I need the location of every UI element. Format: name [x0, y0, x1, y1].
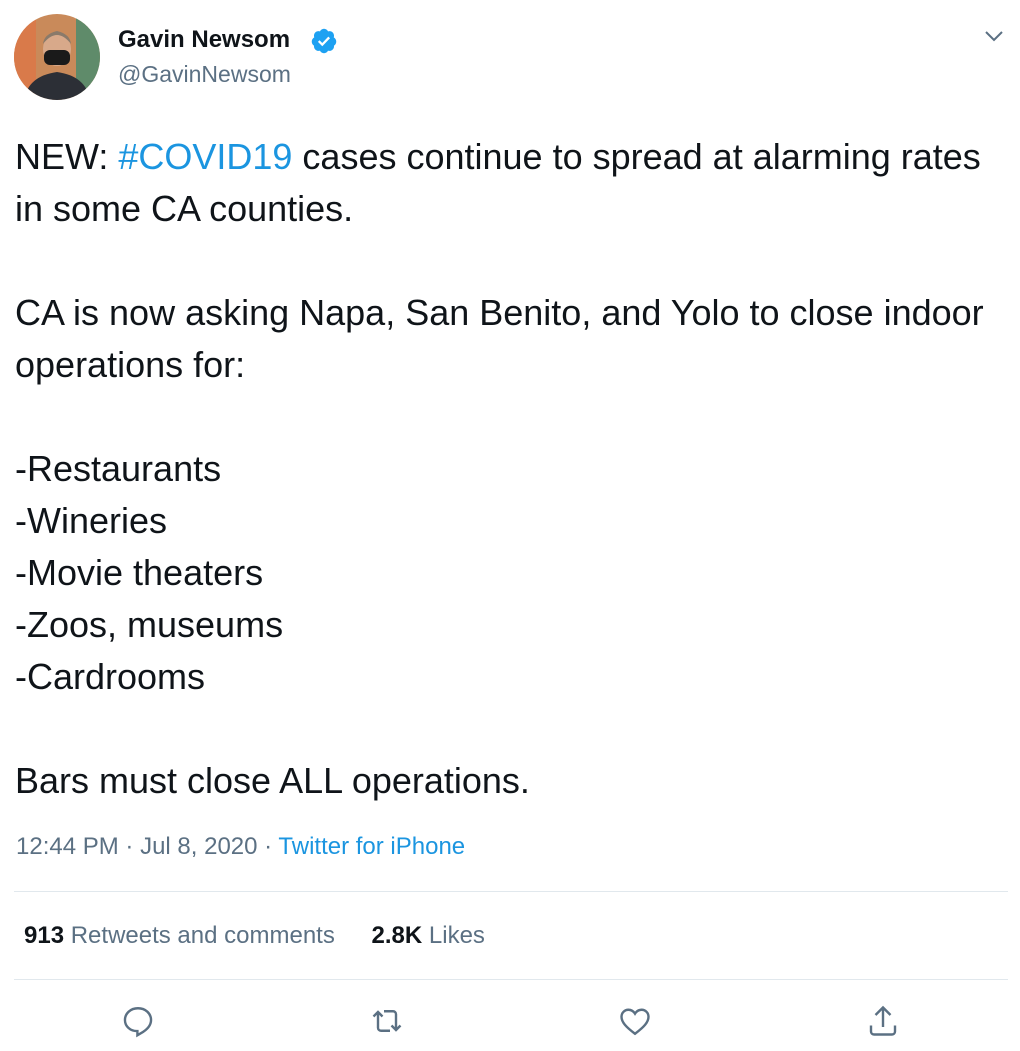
retweets[interactable]: 913 Retweets and comments [24, 922, 335, 949]
paragraph: Bars must close ALL operations. [15, 760, 530, 801]
time[interactable]: 12:44 PM [16, 833, 119, 860]
tweet-meta: 12:44 PM · Jul 8, 2020 · Twitter for iPh… [16, 833, 465, 861]
verified-badge [311, 28, 337, 54]
divider [14, 979, 1008, 980]
count: 913 [24, 922, 65, 949]
date[interactable]: Jul 8, 2020 [140, 833, 258, 860]
separator: · [264, 833, 273, 860]
count: 2.8K [371, 922, 423, 949]
retweet-button[interactable] [369, 1003, 405, 1039]
text: cases continue to spread at alarming rat… [15, 136, 981, 229]
list: -Restaurants -Wineries -Movie theaters -Zoo… [15, 443, 1000, 703]
divider [14, 891, 1008, 892]
like-button[interactable] [617, 1003, 653, 1039]
label: Retweets and comments [70, 922, 335, 949]
stats: 913 Retweets and comments 2.8K Likes [24, 922, 485, 950]
source[interactable]: Twitter for iPhone [278, 833, 466, 860]
more-menu[interactable] [982, 24, 1006, 48]
separator: · [125, 833, 134, 860]
avatar[interactable] [14, 14, 100, 100]
list-item: -Cardrooms [15, 656, 206, 697]
list-item: -Restaurants [15, 448, 222, 489]
text: NEW: [15, 136, 119, 177]
paragraph: NEW: #COVID19 cases continue to spread a… [15, 131, 1000, 235]
reply-button[interactable] [120, 1003, 156, 1039]
author-name[interactable]: Gavin Newsom [118, 26, 291, 53]
author-handle[interactable]: @GavinNewsom [118, 61, 291, 87]
share-button[interactable] [865, 1003, 901, 1039]
paragraph: CA is now asking Napa, San Benito, and Y… [15, 292, 984, 385]
hashtag[interactable]: #COVID19 [118, 136, 293, 177]
list-item: -Zoos, museums [15, 604, 284, 645]
list-item: -Movie theaters [15, 552, 264, 593]
tweet-text: NEW: #COVID19 cases continue to spread a… [15, 131, 1000, 859]
likes[interactable]: 2.8K Likes [372, 922, 485, 949]
label: Likes [428, 922, 485, 949]
list-item: -Wineries [15, 500, 168, 541]
